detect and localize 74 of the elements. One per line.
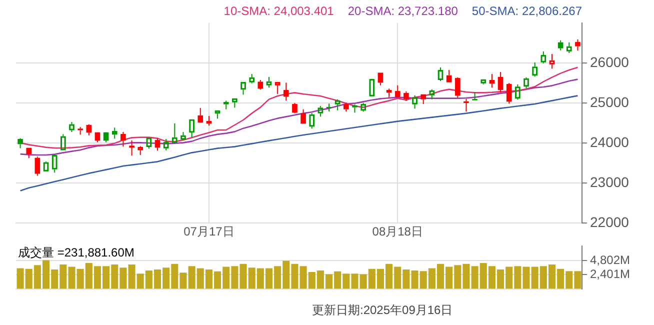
text: 20-SMA: 23,723.180 [348,4,458,18]
candlestick [180,132,186,140]
candlestick [404,90,409,102]
candlestick [318,106,324,118]
candlestick [292,102,298,113]
candlestick [214,110,220,120]
y-tick-label: 25000 [590,94,630,110]
y-tick-label: 4,802M [590,252,630,267]
candlestick [138,146,144,156]
candlestick [154,138,160,152]
candlestick [309,112,315,130]
candlestick [120,132,126,148]
candlestick [326,103,332,112]
candlestick [266,76,272,88]
x-tick-label: 07月17日 [184,224,234,239]
candlestick [94,132,100,143]
candlestick [198,108,204,123]
candlestick [26,148,32,159]
text: 10-SMA: 24,003.401 [224,4,334,18]
candlestick [498,72,504,94]
x-tick-label: 08月18日 [372,224,423,239]
candlestick [283,82,289,102]
y-tick-label: 24000 [590,134,630,150]
y-tick-label: 23000 [590,174,630,190]
y-tick-label: 22000 [590,214,630,230]
candlestick [232,98,238,108]
candlestick [420,94,426,104]
candlestick [146,138,152,150]
candlestick [60,134,66,150]
candlestick [532,62,538,78]
candlestick [163,138,169,151]
candlestick [566,42,572,54]
candlestick [549,54,555,70]
candlestick [472,92,478,100]
candlestick [412,94,418,110]
candlestick [489,74,495,88]
candlestick [480,79,486,85]
candlestick [189,119,194,138]
candlestick [18,138,23,149]
candlestick [112,127,118,140]
candlestick [300,108,306,124]
candlestick [249,74,254,84]
candlestick [540,50,546,64]
candlestick [334,98,340,111]
candlestick [344,102,349,112]
candlestick [429,88,435,100]
candlestick [78,126,83,136]
candlestick [558,40,564,51]
candlestick [360,102,366,112]
candlestick [524,76,529,89]
text: 更新日期:2025年09月16日 [312,302,453,319]
y-tick-label: 26000 [590,54,630,70]
candlestick [103,132,109,143]
candlestick [274,82,280,94]
candlestick [172,122,178,143]
candlestick [454,78,460,98]
candlestick [378,72,384,86]
candlestick [86,124,92,136]
candlestick [438,66,444,82]
candlestick [258,80,264,90]
candlestick [52,155,58,174]
candlestick [506,82,512,104]
candlestick [206,116,212,126]
text: 50-SMA: 22,806.267 [472,4,582,18]
candlestick [446,70,452,82]
candlestick [223,100,229,110]
candlestick [34,156,40,176]
candlestick [515,84,520,100]
candlestick [575,38,580,52]
chart-title: 成交量 =231,881.60M [18,246,134,260]
y-tick-label: 2,401M [590,266,630,281]
candlestick [240,82,246,96]
candlestick [69,122,74,132]
candlestick [464,98,469,112]
